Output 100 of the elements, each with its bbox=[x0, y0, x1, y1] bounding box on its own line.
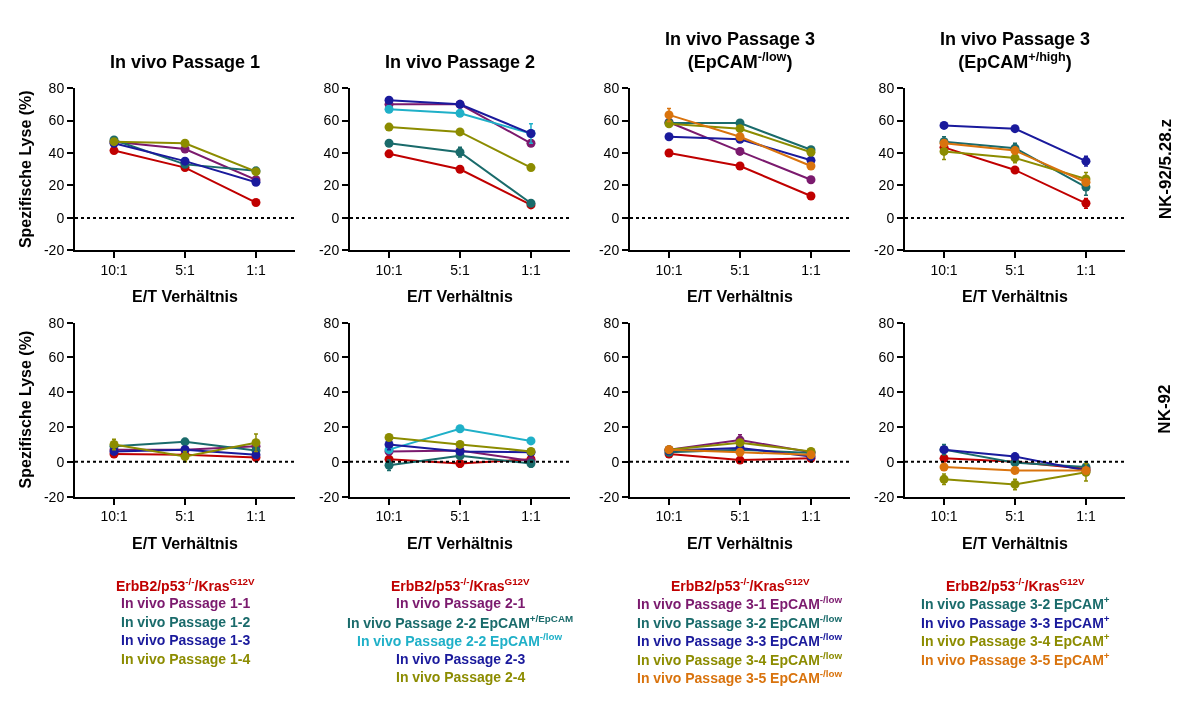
x-tick-label: 5:1 bbox=[175, 508, 195, 525]
point bbox=[939, 462, 949, 472]
x-axis-title: E/T Verhältnis bbox=[687, 534, 794, 552]
y-tick-label: 40 bbox=[48, 144, 65, 161]
x-tick-label: 1:1 bbox=[801, 508, 821, 525]
x-tick-label: 5:1 bbox=[1005, 262, 1025, 279]
y-tick-label: 0 bbox=[56, 209, 65, 226]
x-tick-label: 1:1 bbox=[246, 508, 266, 525]
y-tick-label: 40 bbox=[323, 384, 340, 401]
x-tick-label: 10:1 bbox=[655, 262, 683, 279]
point bbox=[384, 149, 394, 159]
y-tick-label: 40 bbox=[878, 144, 895, 161]
text: In vivo Passage 2-2 EpCAM$^{-/low}$ bbox=[357, 631, 563, 649]
x-tick-label: 1:1 bbox=[1076, 508, 1096, 525]
point bbox=[384, 432, 394, 442]
point bbox=[455, 108, 465, 118]
text: ErbB2/p53$^{-/-}$/Kras$^{G12V}$ bbox=[671, 576, 811, 594]
y-tick-label: 40 bbox=[323, 144, 340, 161]
y-tick-label: 20 bbox=[878, 177, 895, 194]
point bbox=[526, 436, 536, 446]
x-axis-title: E/T Verhältnis bbox=[407, 288, 514, 306]
text: NK-92/5.28.z bbox=[1155, 119, 1175, 220]
y-tick-label: -20 bbox=[318, 488, 340, 505]
y-tick-label: 40 bbox=[603, 384, 620, 401]
x-axis-title: E/T Verhältnis bbox=[687, 288, 794, 306]
y-tick-label: 0 bbox=[56, 453, 65, 470]
y-tick-label: 60 bbox=[878, 112, 895, 129]
y-tick-label: 40 bbox=[603, 144, 620, 161]
chart-title: In vivo Passage 3 (EpCAM$^{+/high}$) bbox=[940, 29, 1091, 73]
text: In vivo Passage 3-2 EpCAM$^{-/low}$ bbox=[637, 613, 843, 631]
point bbox=[180, 138, 190, 148]
point bbox=[1010, 466, 1020, 476]
y-tick-label: 80 bbox=[48, 80, 65, 97]
text: In vivo Passage 2-3 bbox=[396, 651, 526, 667]
x-tick-label: 5:1 bbox=[730, 508, 750, 525]
point bbox=[1010, 124, 1020, 134]
text: In vivo Passage 1-3 bbox=[121, 632, 251, 648]
y-tick-label: 20 bbox=[323, 418, 340, 435]
x-axis-title: E/T Verhältnis bbox=[407, 534, 514, 552]
y-tick-label: 60 bbox=[323, 112, 340, 129]
point bbox=[526, 163, 536, 173]
point bbox=[939, 120, 949, 130]
point bbox=[1010, 165, 1020, 175]
text: In vivo Passage 3-4 EpCAM$^{-/low}$ bbox=[637, 650, 843, 668]
x-tick-label: 5:1 bbox=[175, 262, 195, 279]
text: In vivo Passage 3-4 EpCAM$^{+}$ bbox=[921, 631, 1110, 649]
x-tick-label: 5:1 bbox=[730, 262, 750, 279]
x-axis-title: E/T Verhältnis bbox=[962, 534, 1069, 552]
point bbox=[455, 127, 465, 137]
x-axis-title: E/T Verhältnis bbox=[132, 288, 239, 306]
text: In vivo Passage 1-4 bbox=[121, 651, 251, 667]
text: In vivo Passage 3-1 EpCAM$^{-/low}$ bbox=[637, 594, 843, 612]
y-tick-label: 40 bbox=[878, 384, 895, 401]
y-tick-label: 0 bbox=[886, 453, 895, 470]
point bbox=[384, 95, 394, 105]
point bbox=[806, 191, 816, 201]
point bbox=[806, 175, 816, 185]
x-tick-label: 1:1 bbox=[801, 262, 821, 279]
x-tick-label: 10:1 bbox=[930, 262, 958, 279]
y-tick-label: 60 bbox=[603, 112, 620, 129]
x-tick-label: 1:1 bbox=[246, 262, 266, 279]
x-tick-label: 5:1 bbox=[450, 508, 470, 525]
point bbox=[455, 439, 465, 449]
point bbox=[384, 104, 394, 114]
y-tick-label: 60 bbox=[323, 349, 340, 366]
text: ErbB2/p53$^{-/-}$/Kras$^{G12V}$ bbox=[116, 576, 256, 594]
x-tick-label: 10:1 bbox=[375, 262, 403, 279]
text: ErbB2/p53$^{-/-}$/Kras$^{G12V}$ bbox=[946, 576, 1086, 594]
text: In vivo Passage 2-1 bbox=[396, 595, 526, 611]
y-tick-label: 20 bbox=[48, 418, 65, 435]
point bbox=[735, 161, 745, 171]
point bbox=[664, 148, 674, 158]
y-tick-label: 80 bbox=[603, 314, 620, 331]
y-axis-title: Spezifische Lyse (%) bbox=[17, 330, 35, 489]
x-tick-label: 10:1 bbox=[375, 508, 403, 525]
point bbox=[455, 164, 465, 174]
y-tick-label: 0 bbox=[611, 453, 620, 470]
text: In vivo Passage 2-2 EpCAM$^{+/EpCAM}$ bbox=[347, 613, 574, 631]
text: ErbB2/p53$^{-/-}$/Kras$^{G12V}$ bbox=[391, 576, 531, 594]
point bbox=[735, 124, 745, 134]
chart-title: In vivo Passage 1 bbox=[110, 52, 261, 72]
y-tick-label: -20 bbox=[873, 488, 895, 505]
y-tick-label: 0 bbox=[886, 209, 895, 226]
y-tick-label: 60 bbox=[878, 349, 895, 366]
x-axis-title: E/T Verhältnis bbox=[962, 288, 1069, 306]
text: In vivo Passage 2-4 bbox=[396, 669, 526, 685]
y-tick-label: 60 bbox=[48, 349, 65, 366]
y-tick-label: 40 bbox=[48, 384, 65, 401]
text: NK-92 bbox=[1155, 384, 1175, 434]
chart-title: In vivo Passage 2 bbox=[385, 52, 536, 72]
text: In vivo Passage 3-2 EpCAM$^{+}$ bbox=[921, 594, 1110, 612]
text: In vivo Passage 3-3 EpCAM$^{-/low}$ bbox=[637, 631, 843, 649]
text: In vivo Passage 1-2 bbox=[121, 614, 251, 630]
x-tick-label: 1:1 bbox=[1076, 262, 1096, 279]
x-tick-label: 10:1 bbox=[930, 508, 958, 525]
y-tick-label: 80 bbox=[323, 314, 340, 331]
text: In vivo Passage 1-1 bbox=[121, 595, 251, 611]
point bbox=[664, 132, 674, 142]
y-tick-label: -20 bbox=[43, 242, 65, 259]
point bbox=[1010, 452, 1020, 462]
